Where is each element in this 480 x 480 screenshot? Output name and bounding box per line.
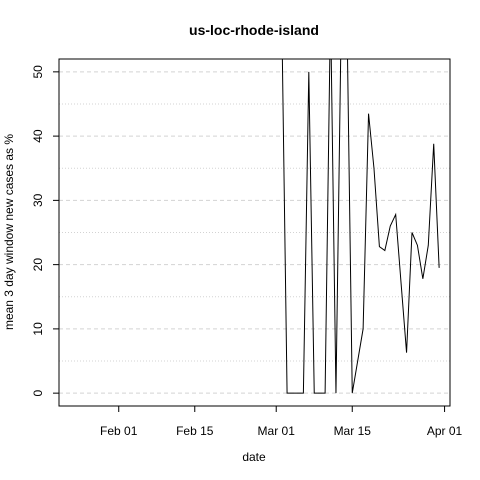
gridlines [59, 71, 450, 394]
y-axis: 0 10 20 30 40 50 [31, 65, 59, 396]
x-tick-label: Mar 15 [334, 424, 372, 438]
x-tick-label: Feb 15 [176, 424, 214, 438]
x-axis: Feb 01 Feb 15 Mar 01 Mar 15 Apr 01 [100, 406, 463, 438]
y-tick-label: 30 [31, 193, 45, 207]
y-tick-label: 50 [31, 65, 45, 79]
series-line [281, 59, 440, 394]
plot-frame [58, 58, 451, 407]
series-group [281, 59, 440, 394]
y-tick-label: 0 [31, 389, 45, 396]
x-axis-label: date [242, 450, 266, 464]
y-tick-label: 40 [31, 129, 45, 143]
x-tick-label: Apr 01 [427, 424, 463, 438]
y-tick-label: 20 [31, 258, 45, 272]
y-axis-label: mean 3 day window new cases as % [2, 134, 16, 330]
y-tick-label: 10 [31, 322, 45, 336]
x-tick-label: Mar 01 [258, 424, 296, 438]
chart-title: us-loc-rhode-island [189, 22, 319, 38]
x-tick-label: Feb 01 [100, 424, 138, 438]
